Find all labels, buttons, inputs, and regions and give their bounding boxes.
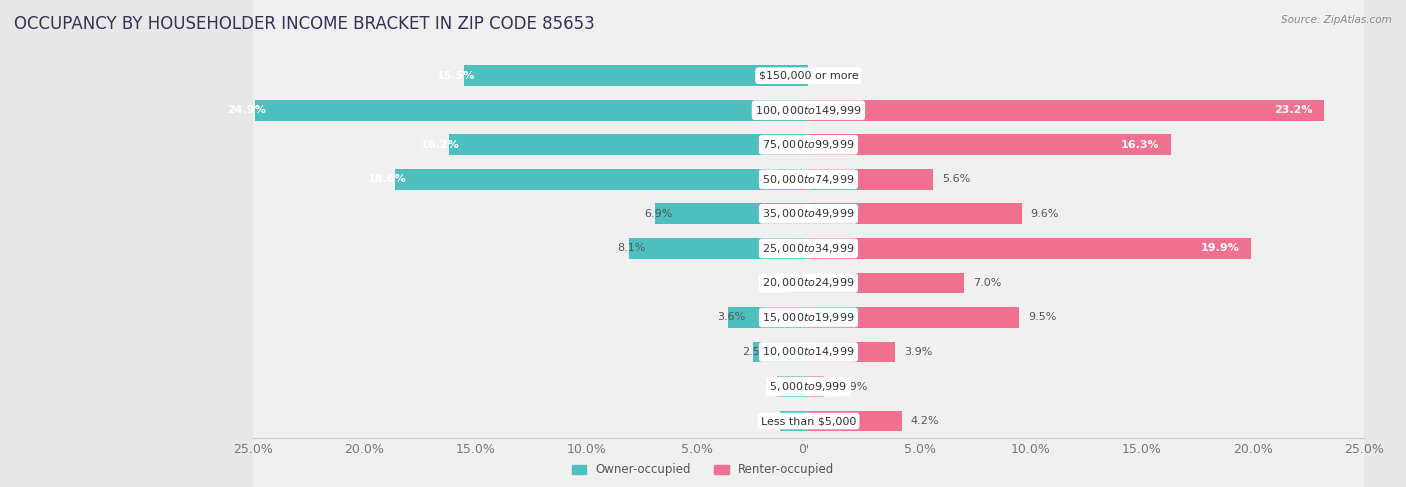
Text: 16.2%: 16.2% — [420, 140, 460, 150]
Text: 4.2%: 4.2% — [911, 416, 939, 426]
Bar — [253, 94, 808, 127]
Bar — [808, 163, 1364, 196]
Bar — [253, 232, 808, 265]
Bar — [787, 273, 808, 293]
Text: $100,000 to $149,999: $100,000 to $149,999 — [755, 104, 862, 117]
Bar — [808, 59, 1364, 92]
Text: $150,000 or more: $150,000 or more — [759, 71, 858, 81]
Bar — [779, 411, 808, 431]
Text: 19.9%: 19.9% — [1201, 244, 1240, 253]
Text: 23.2%: 23.2% — [1274, 105, 1313, 115]
FancyBboxPatch shape — [253, 0, 808, 237]
FancyBboxPatch shape — [808, 260, 1364, 487]
Bar — [253, 266, 808, 300]
Text: 6.9%: 6.9% — [644, 209, 672, 219]
Text: $75,000 to $99,999: $75,000 to $99,999 — [762, 138, 855, 151]
Text: 8.1%: 8.1% — [617, 244, 645, 253]
Bar — [808, 266, 1364, 300]
FancyBboxPatch shape — [253, 260, 808, 487]
Bar — [752, 341, 808, 362]
Text: $20,000 to $24,999: $20,000 to $24,999 — [762, 277, 855, 289]
Bar — [464, 65, 808, 86]
Bar — [808, 341, 896, 362]
Text: 2.5%: 2.5% — [742, 347, 770, 357]
Text: Less than $5,000: Less than $5,000 — [761, 416, 856, 426]
Bar — [808, 273, 965, 293]
Text: $25,000 to $34,999: $25,000 to $34,999 — [762, 242, 855, 255]
Text: OCCUPANCY BY HOUSEHOLDER INCOME BRACKET IN ZIP CODE 85653: OCCUPANCY BY HOUSEHOLDER INCOME BRACKET … — [14, 15, 595, 33]
Text: $50,000 to $74,999: $50,000 to $74,999 — [762, 173, 855, 186]
Bar — [808, 232, 1364, 265]
Bar — [253, 405, 808, 438]
Bar — [253, 163, 808, 196]
Text: 15.5%: 15.5% — [437, 71, 475, 81]
Text: 1.4%: 1.4% — [766, 381, 794, 392]
Text: 3.6%: 3.6% — [717, 313, 745, 322]
Text: $15,000 to $19,999: $15,000 to $19,999 — [762, 311, 855, 324]
Text: 5.6%: 5.6% — [942, 174, 970, 184]
Bar — [808, 405, 1364, 438]
Text: $5,000 to $9,999: $5,000 to $9,999 — [769, 380, 848, 393]
Text: $10,000 to $14,999: $10,000 to $14,999 — [762, 345, 855, 358]
Bar — [808, 307, 1019, 328]
Text: 0.69%: 0.69% — [832, 381, 868, 392]
Text: 24.9%: 24.9% — [228, 105, 266, 115]
Text: 9.5%: 9.5% — [1028, 313, 1057, 322]
Bar — [449, 134, 808, 155]
Bar — [253, 301, 808, 334]
Bar — [808, 169, 932, 189]
Text: 9.6%: 9.6% — [1031, 209, 1059, 219]
Legend: Owner-occupied, Renter-occupied: Owner-occupied, Renter-occupied — [567, 459, 839, 481]
Text: 0.0%: 0.0% — [817, 71, 845, 81]
Text: 1.3%: 1.3% — [769, 416, 797, 426]
Bar — [253, 59, 808, 92]
Text: 16.3%: 16.3% — [1121, 140, 1160, 150]
FancyBboxPatch shape — [808, 0, 1364, 237]
Bar — [728, 307, 808, 328]
Bar — [256, 100, 808, 121]
Bar — [253, 336, 808, 369]
Bar — [395, 169, 808, 189]
Bar — [808, 370, 1364, 403]
Bar — [808, 204, 1022, 224]
Bar — [808, 128, 1364, 161]
Bar — [808, 376, 824, 397]
Text: 0.95%: 0.95% — [776, 278, 811, 288]
Text: 3.9%: 3.9% — [904, 347, 932, 357]
Text: Source: ZipAtlas.com: Source: ZipAtlas.com — [1281, 15, 1392, 25]
Bar — [253, 128, 808, 161]
Bar — [808, 336, 1364, 369]
Bar — [628, 238, 808, 259]
Bar — [808, 238, 1250, 259]
Bar — [808, 197, 1364, 230]
Text: $35,000 to $49,999: $35,000 to $49,999 — [762, 207, 855, 220]
Bar — [778, 376, 808, 397]
Bar — [253, 197, 808, 230]
Bar — [808, 301, 1364, 334]
Text: 18.6%: 18.6% — [367, 174, 406, 184]
Bar — [655, 204, 808, 224]
Bar — [808, 94, 1364, 127]
Bar — [808, 411, 901, 431]
Text: 7.0%: 7.0% — [973, 278, 1001, 288]
Bar — [808, 134, 1171, 155]
Bar — [808, 100, 1324, 121]
Bar — [253, 370, 808, 403]
